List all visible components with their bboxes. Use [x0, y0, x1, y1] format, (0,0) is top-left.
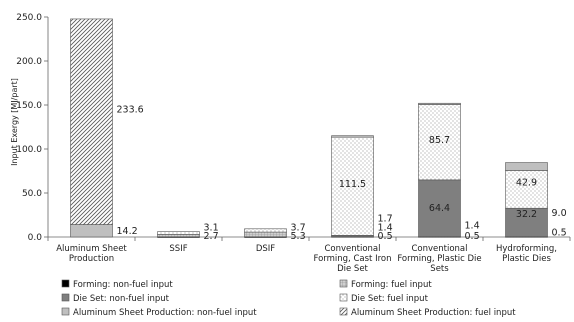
data-label: 1.4: [465, 221, 480, 232]
x-category-label-line: Conventional: [411, 244, 467, 254]
x-category-label-line: Aluminum Sheet: [56, 244, 127, 254]
data-label: 111.5: [339, 179, 366, 190]
bar-segment: [418, 104, 461, 181]
data-label: 14.2: [117, 226, 138, 237]
bar-segment: [505, 162, 548, 171]
axes: [47, 17, 571, 241]
bar-segment: [331, 135, 374, 138]
legend-label: Forming: non-fuel input: [73, 280, 173, 290]
bar-segment: [505, 170, 548, 209]
x-category-label-line: Conventional: [324, 244, 380, 254]
x-category-label: Aluminum Sheet Production: [56, 244, 127, 264]
x-category-label-line: DSIF: [256, 244, 275, 254]
y-axis-label: Input Exergy [MJ/part]: [10, 78, 19, 166]
legend-swatch: [339, 307, 348, 316]
bar-segment: [70, 224, 113, 238]
data-label: 3.7: [291, 222, 306, 233]
bars: [70, 18, 548, 238]
y-axis-ticks: 0.0 50.0 100.0 150.0 200.0 250.0: [16, 13, 48, 243]
legend-swatch: [61, 279, 70, 288]
x-category-label: DSIF: [256, 244, 275, 254]
legend-label: Die Set: fuel input: [351, 294, 429, 304]
bar-segment: [505, 207, 548, 237]
bar-segment: [331, 136, 374, 236]
legend-label: Die Set: non-fuel input: [73, 294, 170, 304]
x-category-label-line: Production: [69, 254, 114, 264]
x-category-label: Hydroforming, Plastic Dies: [496, 244, 557, 264]
bar-segment: [70, 18, 113, 225]
x-category-label: Conventional Forming, Plastic Die Sets: [397, 244, 481, 274]
x-category-label: Conventional Forming, Cast Iron Die Set: [314, 244, 392, 274]
data-label: 0.5: [552, 228, 567, 239]
data-label: 5.3: [291, 231, 306, 242]
data-label: 85.7: [429, 135, 450, 146]
x-category-label-line: Forming, Plastic Die: [397, 254, 481, 264]
legend-label: Forming: fuel input: [351, 280, 432, 290]
bar-segment: [157, 231, 200, 235]
y-tick-label: 200.0: [16, 57, 42, 67]
data-label: 0.5: [378, 231, 393, 242]
y-tick-label: 50.0: [22, 189, 42, 199]
legend-swatch: [61, 293, 70, 302]
y-tick-label: 0.0: [28, 233, 43, 243]
legend-swatch: [61, 307, 70, 316]
y-tick-label: 250.0: [16, 13, 42, 23]
legend-label: Aluminum Sheet Production: fuel input: [351, 308, 516, 318]
data-label: 1.4: [378, 222, 393, 233]
data-label: 2.7: [204, 231, 219, 242]
bar-segment: [244, 231, 287, 238]
legend-label: Aluminum Sheet Production: non-fuel inpu…: [73, 308, 257, 318]
y-tick-label: 150.0: [16, 101, 42, 111]
x-category-label-line: Plastic Dies: [502, 254, 551, 264]
x-axis-categories: Aluminum Sheet Production SSIF DSIF Conventi…: [56, 244, 557, 274]
data-label: 32.2: [516, 209, 537, 220]
x-category-label-line: Forming, Cast Iron: [314, 254, 392, 264]
x-category-label-line: SSIF: [169, 244, 187, 254]
data-label: 233.6: [117, 104, 144, 115]
data-label: 9.0: [552, 208, 567, 219]
legend-swatch: [339, 293, 348, 302]
legend-swatch: [339, 279, 348, 288]
x-category-label-line: Sets: [430, 264, 449, 274]
data-label: 64.4: [429, 203, 450, 214]
bar-segment: [157, 234, 200, 238]
data-label: 42.9: [516, 177, 537, 188]
y-tick-label: 100.0: [16, 145, 42, 155]
bar-segment: [418, 179, 461, 237]
legend: Forming: non-fuel input Forming: fuel inp…: [61, 279, 516, 318]
data-label: 0.5: [465, 231, 480, 242]
x-category-label-line: Hydroforming,: [496, 244, 557, 254]
bar-segment: [244, 228, 287, 233]
x-category-label-line: Die Set: [337, 264, 368, 274]
bar-segment: [418, 102, 461, 105]
data-labels: 233.614.2 3.12.73.75.3111.51.71.40.585.76…: [117, 104, 567, 242]
x-category-label: SSIF: [169, 244, 187, 254]
data-label: 3.1: [204, 222, 219, 233]
data-label: 1.7: [378, 214, 393, 225]
